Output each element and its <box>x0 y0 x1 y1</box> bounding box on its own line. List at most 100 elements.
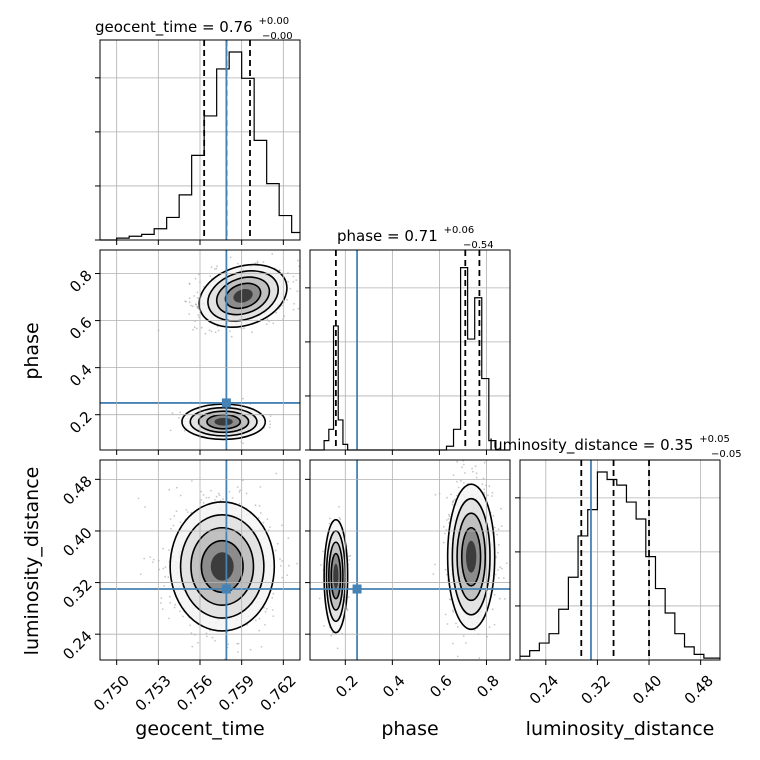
panel-frame <box>309 249 511 451</box>
sample-point <box>442 525 445 528</box>
sample-point <box>214 331 217 334</box>
sample-point <box>266 318 269 321</box>
sample-point <box>195 327 198 330</box>
sample-point <box>266 518 269 521</box>
sample-point <box>229 330 231 333</box>
sample-point <box>264 623 266 626</box>
sample-point <box>179 494 182 497</box>
sample-point <box>491 608 494 611</box>
sample-point <box>204 332 207 335</box>
sample-point <box>491 495 493 497</box>
sample-point <box>483 491 485 494</box>
sample-point <box>239 489 242 492</box>
histogram-step-luminosity_distance <box>520 471 720 659</box>
sample-point <box>457 486 460 489</box>
sample-point <box>269 415 272 417</box>
sample-point <box>471 451 473 453</box>
scatter-panel-luminosity_distance_vs_phase <box>310 451 515 660</box>
sample-point <box>211 636 214 639</box>
panel-frame <box>519 459 721 661</box>
sample-point <box>236 642 239 645</box>
sample-point <box>236 262 239 265</box>
sample-point <box>271 609 274 611</box>
sample-point <box>474 465 477 468</box>
sample-point <box>493 526 496 529</box>
sample-point <box>346 607 348 610</box>
sample-point <box>338 517 341 519</box>
sample-point <box>218 494 221 497</box>
sample-point <box>254 504 257 507</box>
truth-marker <box>221 584 231 594</box>
sample-point <box>296 562 298 565</box>
sample-point <box>495 556 498 559</box>
sample-point <box>338 505 340 508</box>
sample-point <box>264 610 267 613</box>
x-tick-label: 0.750 <box>90 672 133 715</box>
sample-point <box>190 304 192 307</box>
sample-point <box>456 480 458 483</box>
sample-point <box>228 490 231 493</box>
y-tick-label: 0.8 <box>66 266 96 296</box>
sample-point <box>237 651 239 653</box>
sample-point <box>159 602 162 604</box>
sample-point <box>272 615 275 617</box>
sample-point <box>215 267 218 270</box>
sample-point <box>499 566 502 569</box>
sample-point <box>452 474 455 477</box>
panel-frame <box>309 459 511 661</box>
sample-point <box>336 647 339 650</box>
y-axis-label-phase: phase <box>21 322 43 379</box>
sample-point <box>183 429 186 432</box>
sample-point <box>168 617 170 620</box>
scatter-contents <box>310 451 515 660</box>
sample-point <box>152 558 155 561</box>
y-tick-label: 0.40 <box>59 524 95 560</box>
sample-point <box>210 489 212 492</box>
sample-point <box>169 429 172 432</box>
sample-point <box>276 542 279 545</box>
sample-point <box>169 601 172 604</box>
sample-point <box>256 260 259 263</box>
sample-point <box>463 482 465 484</box>
sample-point <box>348 596 350 598</box>
sample-point <box>175 486 178 489</box>
x-axis-label-luminosity-distance: luminosity_distance <box>526 718 715 740</box>
sample-point <box>328 522 331 525</box>
sample-point <box>305 579 307 581</box>
x-axis-label-phase: phase <box>381 718 438 740</box>
sample-point <box>292 308 295 311</box>
sample-point <box>475 472 478 475</box>
sample-point <box>271 596 274 599</box>
sample-point <box>274 549 277 552</box>
sample-point <box>493 623 496 626</box>
x-tick-label: 0.48 <box>681 672 717 708</box>
title-geocent-time: geocent_time = 0.76 +0.00 −0.00 <box>95 10 294 42</box>
sample-point <box>281 304 283 307</box>
sample-point <box>205 496 208 499</box>
sample-point <box>331 631 334 634</box>
sample-point <box>254 619 257 622</box>
panel-bg <box>310 250 510 450</box>
sample-point <box>200 490 203 493</box>
sample-point <box>259 512 262 514</box>
sample-point <box>249 648 252 651</box>
sample-point <box>227 643 230 645</box>
sample-point <box>256 262 259 264</box>
sample-point <box>251 331 253 334</box>
sample-point <box>164 575 167 578</box>
sample-point <box>280 524 283 527</box>
sample-point <box>339 518 342 521</box>
sample-point <box>287 280 289 283</box>
sample-point <box>259 486 262 488</box>
sample-point <box>462 463 465 466</box>
sample-point <box>287 537 290 539</box>
sample-point <box>347 555 350 558</box>
hist-panel-luminosity_distance <box>520 460 720 660</box>
sample-point <box>197 641 199 644</box>
sample-point <box>513 635 515 637</box>
sample-point <box>446 496 448 499</box>
sample-point <box>257 517 260 519</box>
x-tick-label: 0.40 <box>629 672 665 708</box>
sample-point <box>306 272 308 274</box>
panel-bg <box>520 460 720 660</box>
